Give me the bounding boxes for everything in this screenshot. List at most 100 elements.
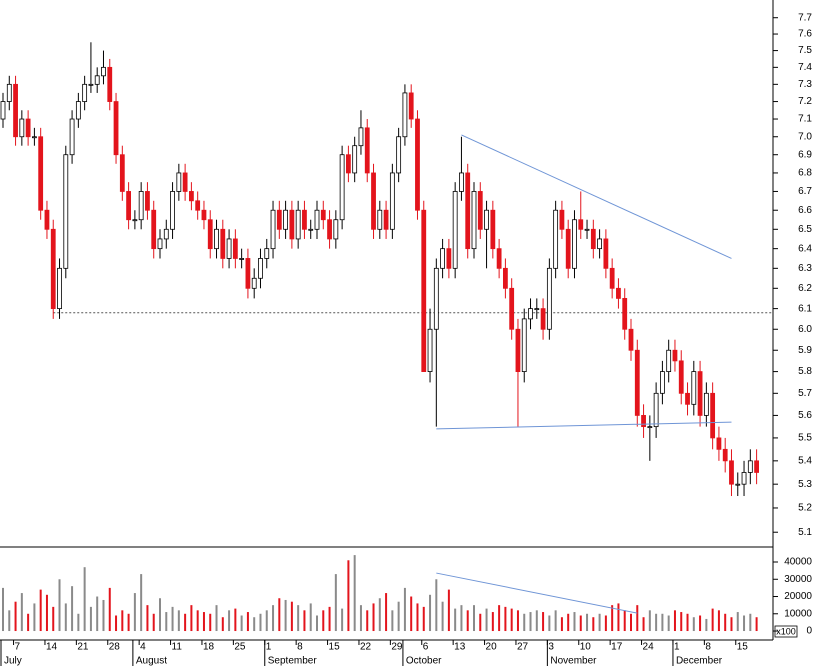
- volume-bar: [504, 606, 507, 632]
- trendline: [461, 134, 732, 259]
- x-tick-label: 27: [517, 642, 529, 653]
- candle-body: [251, 277, 257, 289]
- volume-bar: [27, 613, 30, 632]
- candle-body: [427, 328, 433, 372]
- candle-body: [157, 238, 163, 250]
- candle-body: [69, 118, 75, 156]
- volume-bar: [309, 603, 312, 632]
- volume-bar: [749, 613, 752, 632]
- volume-bar: [642, 617, 645, 632]
- candle-body: [496, 248, 502, 269]
- x-tick-label: 25: [234, 642, 246, 653]
- volume-bar: [730, 617, 733, 632]
- candle-body: [697, 371, 703, 416]
- x-tick-label: 4: [140, 642, 146, 653]
- volume-bar: [159, 598, 161, 632]
- candle-body: [364, 127, 370, 174]
- candle-body: [13, 83, 18, 138]
- candle-body: [546, 267, 552, 330]
- volume-bar: [221, 617, 224, 632]
- volume-bar: [184, 613, 187, 632]
- y-tick-label: 6.4: [798, 243, 812, 254]
- volume-unit: x100: [776, 626, 796, 636]
- candle-body: [0, 101, 6, 120]
- candle-body: [264, 248, 270, 259]
- volume-bar: [83, 567, 86, 632]
- candle-body: [333, 219, 339, 240]
- volume-bar: [353, 555, 356, 632]
- volume-bar: [366, 610, 369, 632]
- x-tick-label: 8: [705, 642, 711, 653]
- y-tick-label: 5.9: [798, 345, 812, 356]
- candle-body: [402, 92, 408, 138]
- month-label: October: [406, 656, 442, 666]
- volume-bar: [334, 574, 337, 632]
- volume-bar: [234, 608, 237, 632]
- volume-bar: [466, 610, 469, 632]
- candle-body: [25, 118, 31, 138]
- candle-body: [559, 209, 565, 230]
- candle-body: [176, 172, 182, 192]
- volume-bar: [96, 596, 99, 632]
- candle-body: [113, 101, 119, 156]
- y-tick-label: 7.4: [798, 62, 812, 73]
- volume-bar: [529, 612, 532, 632]
- candle-body: [622, 298, 628, 330]
- volume-bar: [535, 610, 538, 632]
- candle-body: [528, 308, 533, 320]
- candle-body: [415, 118, 420, 211]
- volume-bar: [485, 608, 488, 632]
- x-tick-label: 13: [454, 642, 466, 653]
- volume-tick-label: 20000: [784, 591, 812, 602]
- month-label: December: [676, 656, 723, 666]
- candle-body: [358, 127, 364, 147]
- y-tick-label: 7.5: [798, 45, 812, 56]
- candle-body: [747, 460, 753, 473]
- volume-tick-label: 30000: [784, 574, 812, 585]
- volume-bar: [611, 605, 614, 632]
- volume-bar: [724, 613, 727, 632]
- volume-bar: [567, 613, 570, 632]
- volume-bar: [661, 613, 664, 632]
- y-tick-label: 5.3: [798, 479, 812, 490]
- y-tick-label: 7.3: [798, 79, 812, 90]
- volume-bar: [341, 608, 344, 632]
- candle-body: [452, 191, 458, 269]
- candle-body: [465, 172, 471, 250]
- candle-body: [308, 228, 314, 231]
- candle-body: [38, 136, 44, 211]
- volume-bar: [636, 605, 639, 632]
- volume-bar: [717, 610, 720, 632]
- volume-bar: [33, 603, 36, 632]
- candle-body: [88, 83, 94, 86]
- volume-bar: [648, 610, 651, 632]
- volume-bar: [686, 613, 689, 632]
- volume-bar: [177, 610, 180, 632]
- candle-body: [214, 228, 219, 250]
- candle-body: [722, 448, 728, 462]
- candle-body: [352, 145, 358, 174]
- volume-bar: [303, 610, 306, 632]
- candle-body: [258, 258, 263, 279]
- volume-bar: [171, 606, 174, 632]
- y-tick-label: 6.2: [798, 283, 812, 294]
- candle-body: [634, 349, 640, 416]
- candle-body: [383, 209, 389, 230]
- month-label: November: [550, 656, 597, 666]
- candle-body: [433, 267, 439, 330]
- candle-body: [603, 238, 609, 269]
- x-tick-label: 7: [15, 642, 21, 653]
- candle-body: [345, 154, 351, 174]
- candle-body: [289, 209, 295, 240]
- y-tick-label: 5.6: [798, 410, 812, 421]
- volume-bar: [284, 599, 287, 632]
- volume-bar: [202, 612, 205, 632]
- candle-body: [647, 426, 653, 429]
- volume-bar: [617, 603, 620, 632]
- candle-body: [421, 209, 427, 372]
- volume-bar: [89, 606, 92, 632]
- y-tick-label: 5.5: [798, 433, 812, 444]
- volume-bar: [228, 610, 231, 632]
- candle-body: [19, 118, 25, 138]
- volume-tick-label: 40000: [784, 557, 812, 568]
